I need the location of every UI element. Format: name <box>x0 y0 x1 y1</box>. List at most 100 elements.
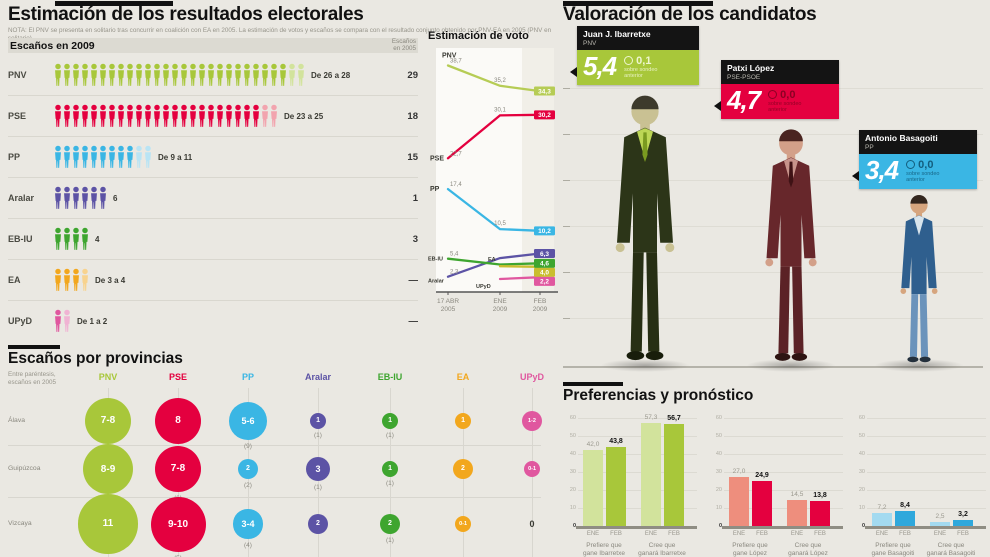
seat-circle: 2 <box>307 513 329 535</box>
column-header-ea: EA <box>456 372 470 382</box>
person-icon <box>64 104 70 127</box>
candidate-card-ibarretxe: Juan J. Ibarretxe PNV 5,4 0,1 sobre sondeo an… <box>570 26 699 85</box>
seat-range-label: 4 <box>95 234 100 244</box>
person-icon <box>73 268 79 291</box>
panel-grid-line <box>578 418 697 419</box>
valuation-grid-tick <box>563 134 570 135</box>
chart-text: UPyD <box>476 284 491 290</box>
candidate-name: Antonio Basagoiti <box>865 133 938 143</box>
provinces-note-line1: Entre paréntesis, <box>8 371 56 378</box>
person-icon <box>64 309 70 332</box>
group-caption: Cree que ganará Ibarretxe <box>630 542 694 557</box>
seat-pictogram <box>54 185 107 211</box>
person-icon <box>55 227 61 250</box>
preference-bar <box>729 477 749 526</box>
seat-circle: 0-1 <box>454 515 472 533</box>
left-section-title: Estimación de los resultados electorales <box>8 4 364 25</box>
person-icon <box>154 63 160 86</box>
group-caption-line: ganará Basagoiti <box>926 550 976 557</box>
seats-2005-value: 18 <box>407 110 418 122</box>
bar-value-label: 57,3 <box>644 413 658 421</box>
delta-caption-line: sobre sondeo <box>768 100 802 107</box>
seat-range-label: De 3 a 4 <box>95 275 126 285</box>
person-icon <box>145 104 151 127</box>
valuation-rule <box>563 1 713 6</box>
candidate-delta: 0,0 <box>918 158 934 171</box>
candidate-delta-badge: 0,0 sobre sondeo anterior <box>768 89 802 113</box>
preference-bar <box>583 450 603 526</box>
seat-circle: 8-9 <box>82 443 134 495</box>
panel-grid-line <box>578 454 697 455</box>
delta-caption-line: anterior <box>768 106 787 113</box>
party-label: EB-IU <box>8 234 33 244</box>
y-tick-label: 20 <box>715 487 722 493</box>
bar-value-label: 56,7 <box>667 414 681 422</box>
preferences-title: Preferencias y pronóstico <box>563 387 754 404</box>
chart-text: 5,4 <box>450 252 459 258</box>
vote-line-pp <box>446 187 542 232</box>
party-label: PP <box>8 152 21 162</box>
x-tick-label: ENE <box>732 531 746 537</box>
party-label: PNV <box>8 70 27 80</box>
candidate-photo-ibarretxe <box>615 95 675 361</box>
seat-circle: 1 <box>381 412 399 430</box>
candidate-valuation-chart: Juan J. Ibarretxe PNV 5,4 0,1 sobre sondeo an… <box>563 0 990 380</box>
delta-circle-icon <box>768 90 778 99</box>
chart-text: 22,7 <box>450 151 462 157</box>
chart-text: 30,2 <box>538 112 551 119</box>
preference-bar <box>930 521 950 526</box>
seat-pictogram <box>54 103 278 129</box>
person-icon <box>55 186 61 209</box>
person-icon <box>55 104 61 127</box>
panel-grid-line <box>867 508 986 509</box>
seat-circle: 0-1 <box>523 460 541 478</box>
candidate-name: Juan J. Ibarretxe <box>583 29 651 39</box>
panel-baseline <box>576 526 697 529</box>
chart-text: 35,2 <box>494 78 506 84</box>
seat-2005-value: (4) <box>244 541 252 549</box>
person-icon <box>91 186 97 209</box>
delta-row: 0,1 <box>624 55 657 67</box>
candidate-score: 3,4 <box>865 155 899 185</box>
column-header-eb-iu: EB-IU <box>377 372 403 382</box>
seat-2005-value: (9) <box>244 442 252 450</box>
panel-grid-line <box>578 472 697 473</box>
seat-circle: 7-8 <box>84 397 132 445</box>
panel-grid-line <box>724 508 843 509</box>
vote-line-chart-svg: PNV PSE PP EB-IU Aralar EA UPyD 38,7 35,2 22,7 30,… <box>428 48 558 313</box>
preference-bar <box>664 423 684 526</box>
person-icon <box>73 63 79 86</box>
person-icon <box>172 104 178 127</box>
person-icon <box>100 145 106 168</box>
seat-2005-value: (1) <box>386 480 394 488</box>
candidate-delta-badge: 0,1 sobre sondeo anterior <box>624 55 658 79</box>
chart-text: PP <box>430 186 440 193</box>
group-caption: Prefiere que gane Ibarretxe <box>572 542 636 557</box>
province-row-separator <box>8 497 541 498</box>
seat-pictogram <box>54 226 89 252</box>
panel-grid-line <box>724 418 843 419</box>
group-caption-line: Prefiere que <box>586 542 622 549</box>
person-icon <box>136 63 142 86</box>
group-caption-line: Cree que <box>937 542 965 549</box>
person-icon <box>289 63 295 86</box>
seat-circle: 1-2 <box>521 410 543 432</box>
seats-row-ea: EA De 3 a 4 — <box>8 260 418 301</box>
chart-text: 30,1 <box>494 107 506 113</box>
figure-shadow <box>874 359 964 372</box>
preference-bar <box>810 501 830 526</box>
person-icon <box>73 186 79 209</box>
person-icon <box>244 63 250 86</box>
chart-text: EA <box>488 257 496 263</box>
chart-text: 17 ABR <box>437 298 459 305</box>
x-tick-label: ENE <box>875 531 889 537</box>
bar-value-label: 42,0 <box>586 441 600 449</box>
candidate-party: PSE-PSOE <box>727 74 761 81</box>
panel-grid-line <box>867 436 986 437</box>
seat-circle: 1 <box>309 412 327 430</box>
person-icon <box>64 63 70 86</box>
y-tick-label: 10 <box>715 505 722 511</box>
y-tick-label: 60 <box>569 415 576 421</box>
preference-bar <box>606 447 626 526</box>
person-icon <box>226 104 232 127</box>
